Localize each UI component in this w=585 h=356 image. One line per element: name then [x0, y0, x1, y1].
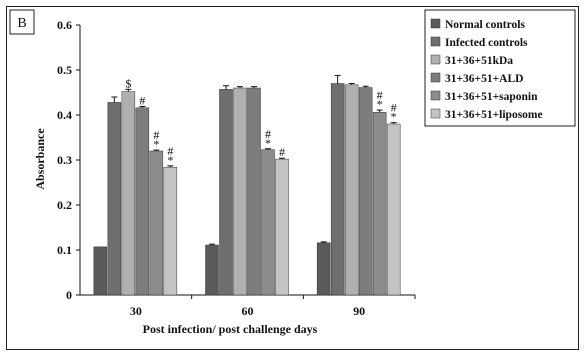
legend: Normal controls Infected controls 31+36+51… [424, 9, 576, 127]
significance-mark: * [167, 153, 173, 167]
y-tick-label: 0.2 [57, 198, 72, 212]
bar [247, 87, 261, 296]
bar [275, 158, 289, 296]
significance-mark: # [139, 93, 145, 107]
legend-swatch [430, 54, 441, 65]
significance-mark: # [265, 127, 271, 141]
legend-label: 31+36+51kDa [445, 55, 513, 67]
legend-label: Infected controls [445, 37, 528, 49]
panel-label-box [9, 9, 35, 35]
x-axis-label: Post infection/ post challenge days [143, 322, 318, 336]
y-tick-label: 0.5 [57, 63, 72, 77]
significance-mark: # [153, 128, 159, 142]
panel-label: B [17, 16, 26, 31]
significance-mark: * [391, 110, 397, 124]
bar [316, 242, 331, 296]
legend-label: 31+36+51+liposome [445, 109, 543, 121]
legend-swatch [430, 90, 441, 101]
bars: $#*#*#*#*# #*# [93, 74, 401, 296]
significance-mark: # [167, 144, 173, 158]
significance-mark: # [279, 145, 285, 159]
bar [93, 246, 108, 296]
y-tick-label: 0 [66, 288, 72, 302]
bar [261, 149, 275, 296]
bar [121, 91, 136, 296]
x-tick-label: 90 [353, 304, 365, 318]
y-tick-label: 0.4 [57, 108, 72, 122]
bar [344, 84, 359, 296]
bar [107, 102, 122, 296]
bar [149, 150, 164, 296]
y-tick-label: 0.3 [57, 153, 72, 167]
y-tick-label: 0.6 [57, 18, 72, 32]
significance-mark: * [265, 136, 271, 150]
legend-label: Normal controls [445, 19, 525, 31]
panel-label-group: B [9, 9, 35, 35]
bar [135, 107, 150, 296]
bar [233, 87, 247, 296]
significance-mark: # [377, 88, 383, 102]
bar [330, 83, 345, 296]
x-tick-label: 30 [130, 304, 142, 318]
bar [386, 123, 401, 296]
legend-swatch [430, 18, 441, 29]
significance-mark: * [377, 97, 383, 111]
bar [358, 87, 373, 296]
significance-mark: # [391, 101, 397, 115]
bar [163, 166, 178, 296]
x-tick-label: 60 [242, 304, 254, 318]
significance-mark: $ [125, 76, 131, 90]
bar [219, 89, 233, 296]
y-axis-label: Absorbance [33, 128, 47, 190]
legend-box [424, 9, 576, 127]
legend-label: 31+36+51+saponin [445, 91, 538, 103]
y-tick-label: 0.1 [57, 243, 72, 257]
legend-label: 31+36+51+ALD [445, 73, 523, 85]
bar [372, 112, 387, 296]
legend-swatch [430, 108, 441, 119]
significance-mark: * [153, 137, 159, 151]
legend-swatch [430, 72, 441, 83]
bar [205, 244, 219, 296]
legend-swatch [430, 36, 441, 47]
